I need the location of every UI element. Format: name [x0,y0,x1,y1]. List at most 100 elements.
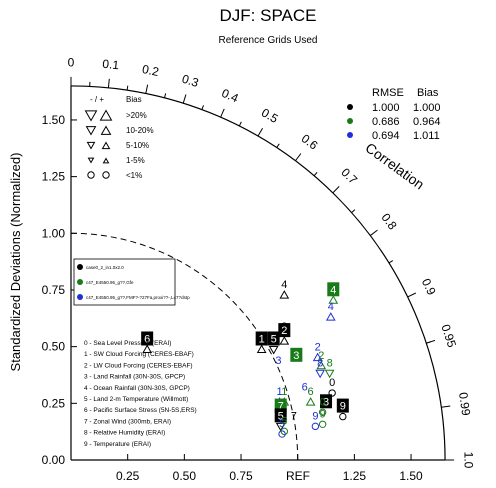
data-point-box [141,331,154,346]
variable-list-item: 7 - Zonal Wind (300mb, ERAI) [84,418,171,425]
data-point-marker [142,344,153,353]
data-point-label: 5 [271,333,277,345]
bias-header: Bias [417,87,439,99]
bias-legend-sign-header: - / + [90,95,104,104]
correlation-label: Correlation [363,139,428,192]
variable-list-item: 6 - Pacific Surface Stress (5N-5S,ERS) [84,407,197,414]
case-box-entry: c47_E4550.95_g??,FMF?-?27Fa,proxi??-,L47… [77,294,190,300]
data-point-marker [311,422,320,431]
data-point-label: 1 [277,386,283,398]
correlation-tick [145,84,149,94]
data-point-label: 5 [279,418,285,430]
data-point: 8 [324,357,335,379]
data-point-label: 4 [330,284,336,296]
rmse-table-row: 0.686 0.964 [347,116,441,128]
correlation-tick [107,78,110,88]
bias-value: 1.000 [413,102,441,114]
correlation-minor-tick [126,85,129,91]
x-tick-label: 0.75 [229,469,253,483]
case-box-entry: case0_2_in1.0x2.0 [77,264,124,270]
case-label: c47_E4550.95_g??,FMF?-?27Fa,proxi??-,L47… [86,295,190,300]
y-tick-label: 1.50 [42,113,66,127]
data-point: 5 [274,408,287,432]
bias-value: 1.011 [413,130,440,142]
data-point-marker [318,420,327,428]
bias-legend-row: <1% [87,171,142,180]
data-point-box [320,394,333,409]
case-label: case0_2_in1.0x2.0 [86,265,124,270]
series-color-dot [347,104,353,110]
variable-list-item: 5 - Land 2-m Temperature (Willmott) [84,396,188,403]
case-label: c47_E4550.95_g??,Gfe [86,280,134,285]
data-point-marker [315,369,326,379]
data-point-label: 6 [302,381,308,393]
correlation-minor-tick [351,209,356,213]
bias-legend-row: 1-5% [87,156,145,165]
bias-legend-label: 5-10% [126,141,149,150]
data-point-marker [328,389,336,397]
data-point-marker [256,344,267,353]
data-point-box [327,282,340,297]
data-point-label: 3 [323,396,329,408]
variable-list-item: 3 - Land Rainfall (30N-30S, GPCP) [84,374,185,381]
data-point: 9 [311,410,320,431]
correlation-tick-label: 0.1 [102,57,120,73]
rmse-value: 0.694 [372,130,400,142]
data-point: 9 [336,398,349,421]
data-point: 7 [291,410,297,422]
series-color-dot [347,132,353,138]
bias-legend-label: >20% [126,111,147,120]
rmse-header: RMSE [372,87,404,99]
data-point-marker [328,295,339,304]
correlation-tick [182,94,187,104]
bias-value: 0.964 [413,116,441,128]
correlation-tick-label: 0.5 [259,105,281,126]
data-point: 2 [312,342,323,362]
variable-list-item: 4 - Ocean Rainfall (30N-30S, GPCP) [84,385,190,392]
data-point-label: 7 [278,401,284,413]
series-color-dot [347,118,353,124]
correlation-minor-tick [388,260,394,264]
bias-legend-positive-icon [102,157,110,164]
y-tick-label: 0.00 [42,453,66,467]
data-point-label: 3 [275,355,281,367]
data-point-label: 9 [312,410,318,422]
data-point-marker [324,369,335,379]
data-point-label: 1 [259,333,265,345]
data-point-marker [280,427,289,436]
rmse-table: RMSE Bias 1.000 1.000 0.686 0.964 0.694 1.011 [347,87,441,142]
case-color-dot [77,279,83,285]
data-point-label: 6 [308,386,314,398]
rmse-value: 0.686 [372,116,400,128]
bias-legend-bias-header: Bias [126,95,142,104]
data-point-label: 7 [291,410,297,422]
bias-legend-negative-icon [87,157,95,164]
chart-subtitle: Reference Grids Used [219,35,318,46]
data-point-label: 0 [329,377,335,389]
case-color-dot [77,264,83,270]
data-point: 3 [320,394,333,409]
correlation-ticks: 0 0.1 0.2 0.3 0.4 0.5 0.6 0.7 0.8 0.9 0.95 0.99 1.0 [68,55,476,468]
bias-legend-negative-icon [87,171,95,179]
y-axis-label: Standardized Deviations (Normalized) [8,153,23,372]
data-point: 1 [255,331,268,353]
data-point-label: 8 [327,357,333,369]
data-point: 6 [305,386,316,406]
correlation-tick-label: 0.95 [438,323,459,350]
data-point-marker [275,422,286,432]
data-point-marker [279,336,290,345]
x-tick-label: 0.50 [173,469,197,483]
correlation-tick [295,153,302,162]
bias-legend-negative-icon [84,110,98,122]
data-point: 6 [302,381,308,393]
data-point-box [274,408,287,423]
variable-list-item: 0 - Sea Level Pressure (ERAI) [84,340,171,347]
rmse-table-row: 0.694 1.011 [347,130,440,142]
y-tick-label: 1.00 [42,226,66,240]
correlation-minor-tick [313,171,318,177]
data-point-label: 9 [320,408,326,420]
x-tick-label: 1.25 [343,469,367,483]
data-point-box [290,347,303,362]
correlation-minor-tick [164,93,167,98]
